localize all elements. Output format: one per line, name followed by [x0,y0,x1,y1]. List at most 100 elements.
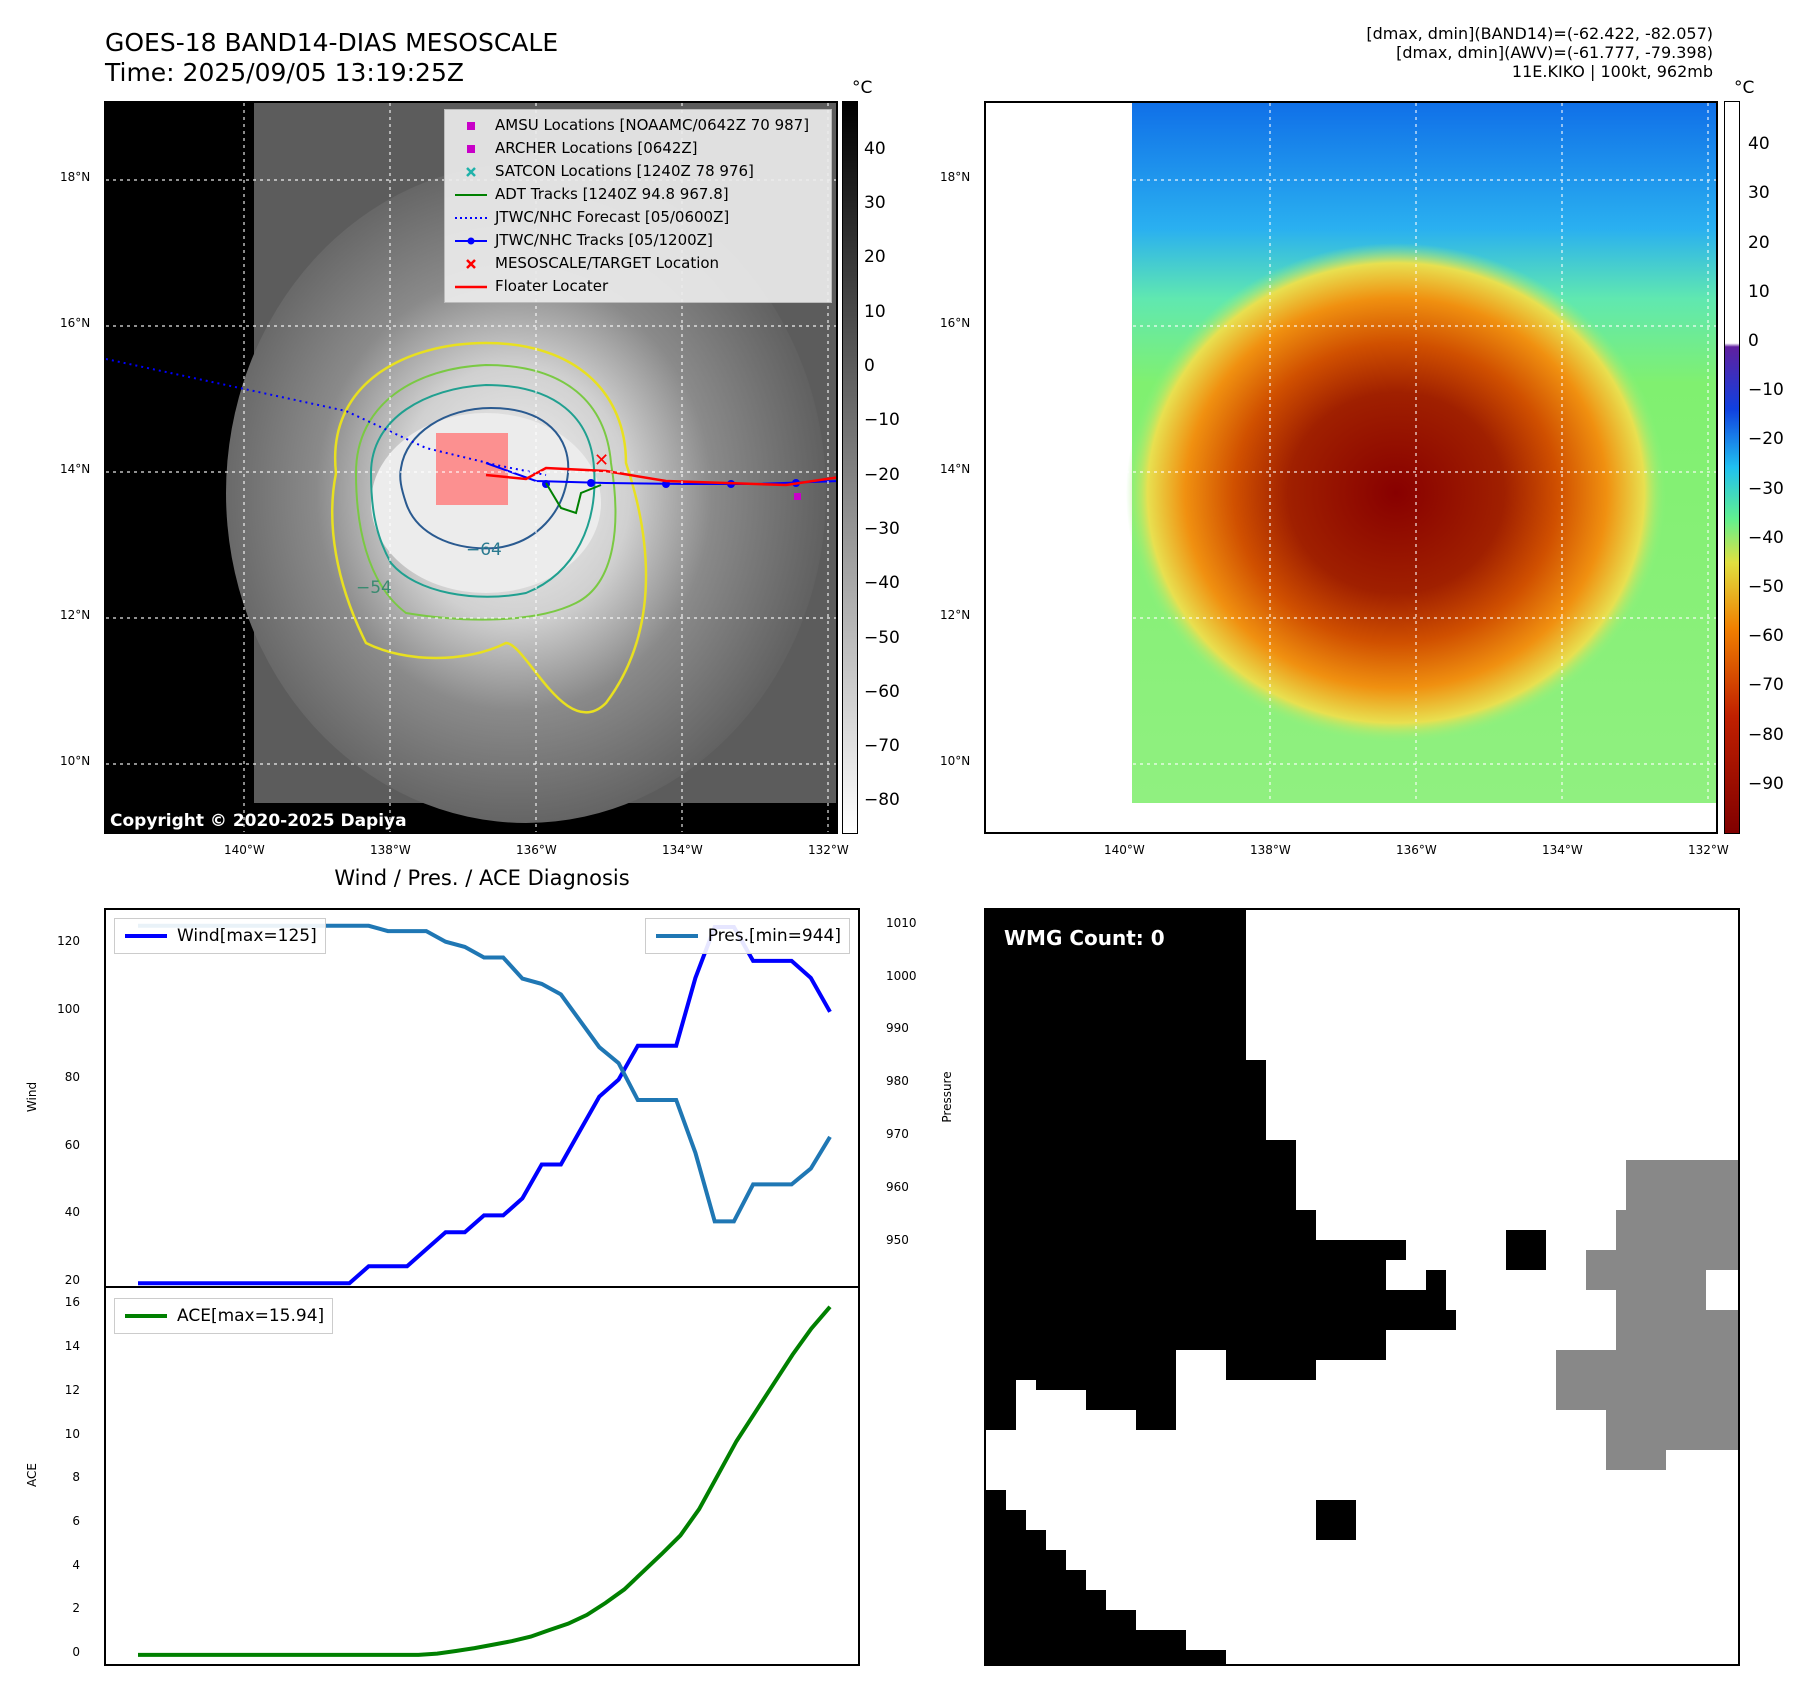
legend-item-amsu: AMSU Locations [NOAAMC/0642Z 70 987] [445,114,831,137]
pres-ytick: 960 [886,1179,909,1194]
wind-ytick: 40 [64,1205,80,1220]
wmg-black-block [1506,1230,1546,1270]
awv-map-svg [986,103,1716,832]
colorbar-tick: −30 [864,518,900,539]
lon-label: 136°W [1396,843,1437,857]
wind-ytick: 120 [57,933,80,948]
ace-svg [138,1305,832,1657]
ace-ytick: 4 [72,1557,80,1572]
colorbar-tick: −60 [864,681,900,702]
copyright-text: Copyright © 2020-2025 Dapiya [110,811,407,831]
wind-ytick: 100 [57,1001,80,1016]
lat-label: 14°N [940,462,971,476]
colorbar-tick: 20 [864,247,886,268]
archer-square-icon [455,137,487,160]
adt-line-icon [455,183,487,206]
legend-item-adt: ADT Tracks [1240Z 94.8 967.8] [445,183,831,206]
satcon-x-icon [455,160,487,183]
colorbar-tick: 10 [1748,281,1770,302]
legend-label: ARCHER Locations [0642Z] [495,139,698,157]
mesoscale-x-icon [455,252,487,275]
lon-label: 132°W [1688,843,1729,857]
ir-legend: AMSU Locations [NOAAMC/0642Z 70 987] ARC… [444,109,832,303]
legend-label: AMSU Locations [NOAAMC/0642Z 70 987] [495,116,810,134]
ir-colorbar-unit: °C [852,78,873,98]
colorbar-tick: −90 [1748,773,1784,794]
colorbar-tick: 0 [1748,331,1759,352]
wind-series-line [138,925,832,1286]
colorbar-tick: −40 [864,573,900,594]
lat-label: 16°N [940,316,971,330]
floater-line-icon [455,275,487,298]
lon-label: 134°W [662,843,703,857]
colorbar-tick: −10 [1748,380,1784,401]
info-line-1: [dmax, dmin](BAND14)=(-62.422, -82.057) [1366,24,1713,43]
ace-ytick: 0 [72,1644,80,1659]
awv-gridlines [986,103,1716,832]
wind-pres-panel: Wind[max=125] Pres.[min=944] [104,908,860,1288]
colorbar-tick: 10 [864,301,886,322]
lon-label: 138°W [1250,843,1291,857]
pres-ytick: 990 [886,1021,909,1036]
lon-label: 138°W [370,843,411,857]
forecast-track [106,358,547,476]
colorbar-tick: −20 [864,464,900,485]
wind-ytick: 20 [64,1273,80,1288]
wind-ylabel: Wind [25,1081,39,1113]
colorbar-tick: 30 [1748,183,1770,204]
legend-item-satcon: SATCON Locations [1240Z 78 976] [445,160,831,183]
legend-label: JTWC/NHC Tracks [05/1200Z] [495,231,713,249]
pres-legend-line-icon [655,934,698,938]
legend-label: SATCON Locations [1240Z 78 976] [495,162,754,180]
contour-label-64: −64 [466,540,502,560]
legend-label: Floater Locater [495,277,609,295]
colorbar-tick: 40 [1748,134,1770,155]
colorbar-tick: −10 [864,410,900,431]
pres-ytick: 980 [886,1074,909,1089]
lat-label: 10°N [940,754,971,768]
floater-locater-box [436,433,508,505]
colorbar-tick: −70 [1748,675,1784,696]
adt-track [545,482,602,515]
legend-item-jtwc: JTWC/NHC Tracks [05/1200Z] [445,229,831,252]
lat-label: 12°N [940,608,971,622]
info-line-2: [dmax, dmin](AWV)=(-61.777, -79.398) [1396,43,1713,62]
lat-label: 12°N [60,608,91,622]
ace-legend-label: ACE[max=15.94] [177,1306,325,1326]
wmg-black-block [1316,1500,1356,1540]
awv-colorbar [1724,101,1740,834]
mesoscale-target-marker: ✕ [594,450,609,471]
pres-legend-label: Pres.[min=944] [707,926,841,946]
ace-ytick: 8 [72,1470,80,1485]
legend-label: JTWC/NHC Forecast [05/0600Z] [495,208,730,226]
lon-label: 140°W [1104,843,1145,857]
wind-pres-svg [138,923,832,1286]
ir-map-panel: −64 −54 ✕ AMSU Locations [NOAAMC/0642Z 7 [104,101,838,834]
wmg-black-region [986,910,1456,1430]
legend-item-mesoscale: MESOSCALE/TARGET Location [445,252,831,275]
ir-colorbar [842,101,858,834]
wmg-count-label: WMG Count: 0 [1004,926,1165,950]
lon-label: 140°W [224,843,265,857]
ace-ylabel: ACE [25,1463,39,1487]
pres-ytick: 970 [886,1126,909,1141]
colorbar-tick: −80 [864,790,900,811]
colorbar-tick: 30 [864,193,886,214]
colorbar-tick: −30 [1748,478,1784,499]
colorbar-tick: −80 [1748,724,1784,745]
legend-label: ADT Tracks [1240Z 94.8 967.8] [495,185,729,203]
ace-panel: ACE[max=15.94] [104,1286,860,1666]
amsu-square-icon [455,114,487,137]
contour-teal [369,383,596,598]
pres-ylabel: Pressure [940,1071,954,1123]
pres-ytick: 1010 [886,915,917,930]
lon-label: 134°W [1542,843,1583,857]
ace-ytick: 16 [64,1295,80,1310]
lat-label: 18°N [940,170,971,184]
wind-ytick: 80 [64,1069,80,1084]
floater-path [485,466,836,487]
legend-label: MESOSCALE/TARGET Location [495,254,720,272]
jtwc-line-dot-icon [455,229,487,252]
lat-label: 16°N [60,316,91,330]
info-block: [dmax, dmin](BAND14)=(-62.422, -82.057) … [1366,24,1713,81]
